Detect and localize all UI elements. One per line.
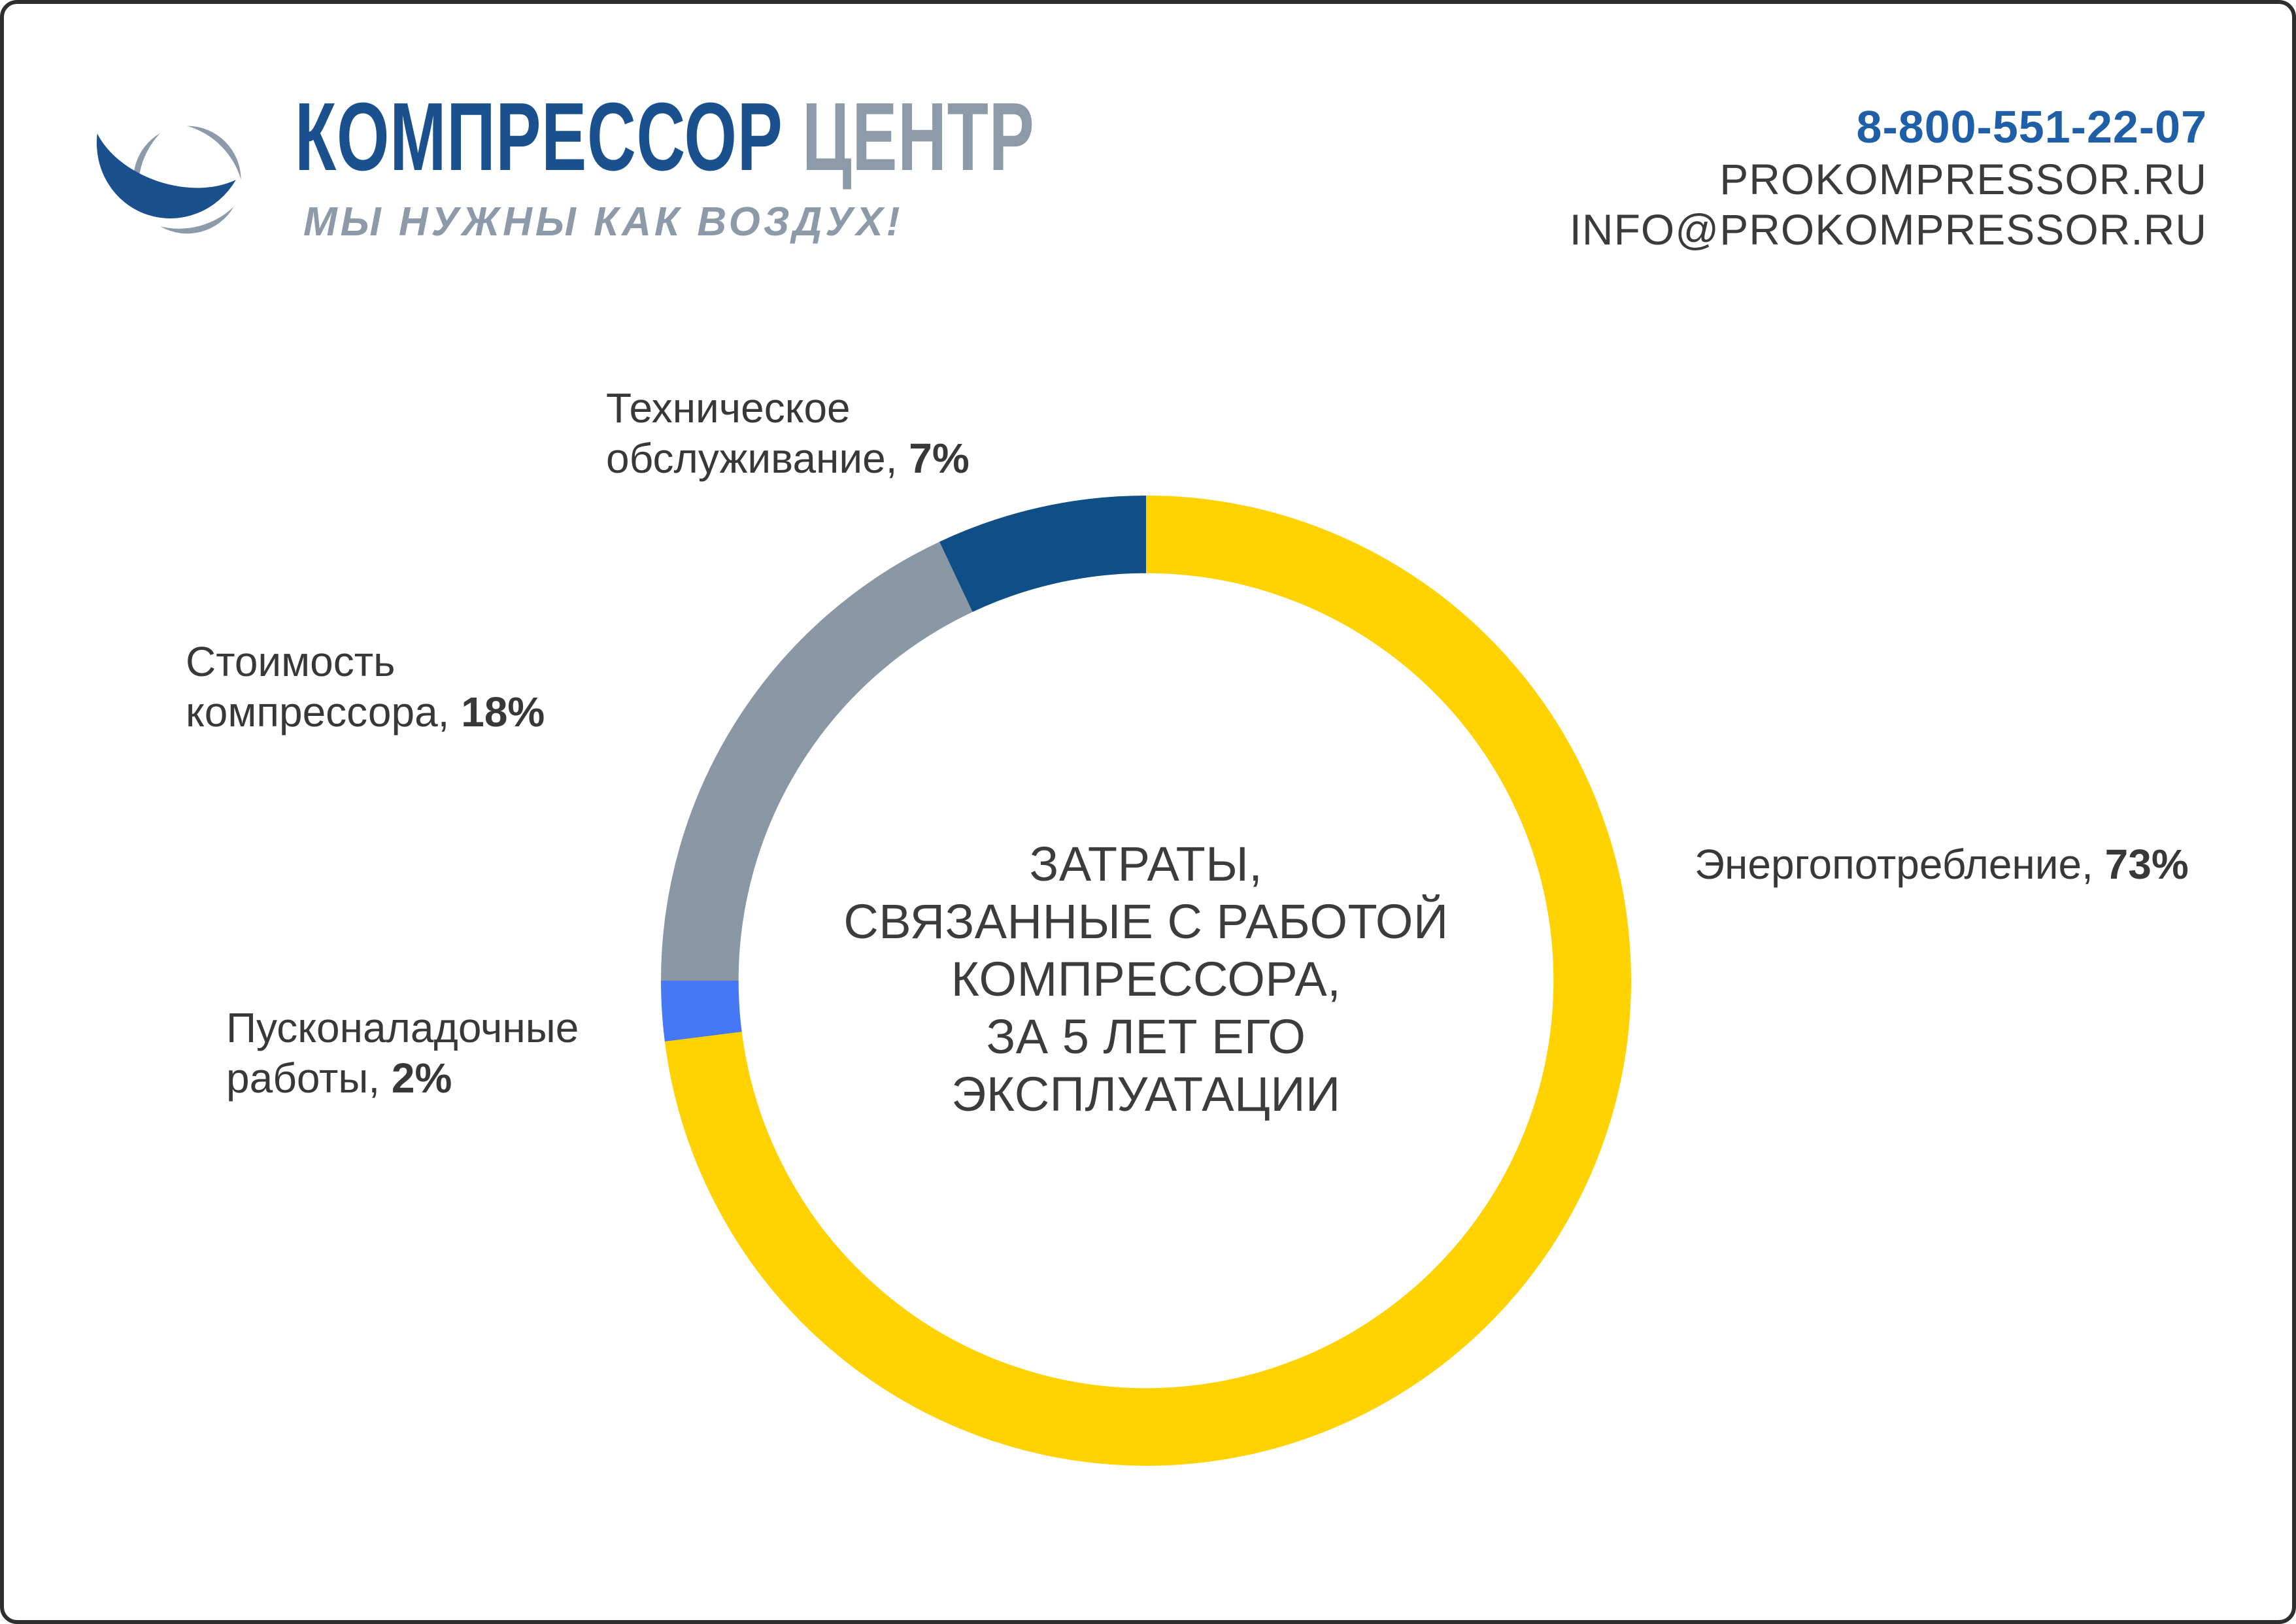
slice-label-text: компрессора, (186, 688, 462, 736)
chart-center-title-line: КОМПРЕССОРА, (951, 952, 1342, 1006)
chart-center-title-line: ЭКСПЛУАТАЦИИ (951, 1067, 1341, 1121)
brand-name-sub: ЦЕНТР (802, 83, 1035, 191)
chart-center-title-line: ЗАТРАТЫ, (1029, 837, 1263, 891)
slice-label-percent: 18% (461, 688, 545, 736)
slice-label-percent: 2% (391, 1055, 452, 1102)
brand-tagline: МЫ НУЖНЫ КАК ВОЗДУХ! (303, 199, 903, 245)
donut-slice-7pct (660, 495, 1632, 1466)
slice-label-percent: 7% (909, 435, 970, 482)
company-logo-icon (96, 126, 241, 234)
chart-center-title-line: СВЯЗАННЫЕ С РАБОТОЙ (843, 894, 1449, 949)
slice-label-text: Техническое (606, 384, 851, 431)
email-address: INFO@PROKOMPRESSOR.RU (1569, 205, 2207, 254)
brand-name-main: КОМПРЕССОР (295, 83, 783, 191)
slice-label-maintenance: Техническое обслуживание, 7% (606, 383, 970, 484)
slice-label-text: обслуживание, (606, 435, 909, 482)
donut-slice-18pct (660, 495, 1632, 1466)
slice-label-text: работы, (226, 1055, 392, 1102)
slice-label-text: Энергопотребление, (1695, 841, 2105, 888)
slice-label-commissioning: Пусконаладочные работы, 2% (226, 1003, 579, 1104)
chart-center-title: ЗАТРАТЫ, СВЯЗАННЫЕ С РАБОТОЙ КОМПРЕССОРА… (721, 836, 1571, 1123)
chart-center-title-line: ЗА 5 ЛЕТ ЕГО (986, 1009, 1306, 1064)
slice-label-energy: Энергопотребление, 73% (1695, 839, 2189, 890)
website-url: PROKOMPRESSOR.RU (1719, 154, 2207, 203)
slice-label-text: Пусконаладочные (226, 1004, 579, 1051)
slice-label-percent: 73% (2104, 841, 2189, 888)
logo-orbit-swoosh (96, 133, 236, 219)
donut-chart (660, 495, 1632, 1466)
phone-number: 8-800-551-22-07 (1856, 101, 2207, 152)
logo-swirl-blades (133, 126, 241, 234)
brand-title: КОМПРЕССОР ЦЕНТР (295, 89, 1034, 186)
slice-label-cost: Стоимость компрессора, 18% (186, 637, 545, 737)
contact-block: 8-800-551-22-07 PROKOMPRESSOR.RU INFO@PR… (1570, 101, 2207, 255)
slice-label-text: Стоимость (186, 638, 396, 685)
